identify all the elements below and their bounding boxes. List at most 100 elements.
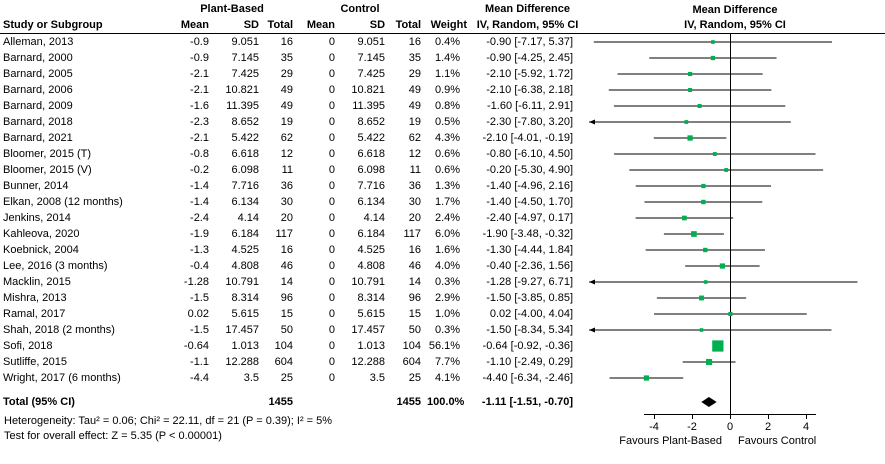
weight: 1.4% bbox=[424, 50, 470, 66]
control-total: 25 bbox=[388, 370, 424, 386]
total-row: Total (95% CI) 1455 1455 100.0% -1.11 [-… bbox=[0, 394, 585, 410]
plant-total: 12 bbox=[262, 146, 296, 162]
plant-mean: -1.4 bbox=[168, 178, 212, 194]
control-sd: 17.457 bbox=[338, 322, 388, 338]
weight: 1.0% bbox=[424, 306, 470, 322]
study-row: Jenkins, 2014-2.44.142004.14202.4%-2.40 … bbox=[0, 210, 585, 226]
plant-mean: -1.4 bbox=[168, 194, 212, 210]
study-row: Bloomer, 2015 (V)-0.26.0981106.098110.6%… bbox=[0, 162, 585, 178]
footnotes: Heterogeneity: Tau² = 0.06; Chi² = 22.11… bbox=[4, 414, 332, 444]
plant-total: 19 bbox=[262, 114, 296, 130]
control-total: 11 bbox=[388, 162, 424, 178]
study-name: Barnard, 2021 bbox=[0, 130, 168, 146]
study-rows: Alleman, 2013-0.99.0511609.051160.4%-0.9… bbox=[0, 34, 585, 387]
plant-total: 14 bbox=[262, 274, 296, 290]
plant-sd: 6.134 bbox=[212, 194, 262, 210]
plant-sd: 3.5 bbox=[212, 370, 262, 386]
effect-marker bbox=[698, 104, 702, 108]
plant-mean: -4.4 bbox=[168, 370, 212, 386]
control-mean: 0 bbox=[296, 178, 338, 194]
plant-mean: -1.9 bbox=[168, 226, 212, 242]
plant-total: 104 bbox=[262, 338, 296, 354]
effect-marker bbox=[724, 168, 728, 172]
effect-marker bbox=[701, 200, 705, 204]
study-row: Barnard, 2000-0.97.1453507.145351.4%-0.9… bbox=[0, 50, 585, 66]
weight: 2.4% bbox=[424, 210, 470, 226]
ci-text: -2.10 [-4.01, -0.19] bbox=[470, 130, 585, 146]
results-table: Plant-Based Control Mean Difference Stud… bbox=[0, 2, 585, 410]
weight: 4.0% bbox=[424, 258, 470, 274]
axis-tick-label: -2 bbox=[687, 421, 697, 433]
control-mean: 0 bbox=[296, 34, 338, 51]
plant-mean: -2.3 bbox=[168, 114, 212, 130]
study-row: Bunner, 2014-1.47.7163607.716361.3%-1.40… bbox=[0, 178, 585, 194]
study-row: Barnard, 2018-2.38.6521908.652190.5%-2.3… bbox=[0, 114, 585, 130]
control-sd: 5.615 bbox=[338, 306, 388, 322]
group-header-row: Plant-Based Control Mean Difference bbox=[0, 2, 585, 17]
control-total-col-header: Total bbox=[388, 17, 424, 34]
plant-mean: -1.28 bbox=[168, 274, 212, 290]
study-name: Wright, 2017 (6 months) bbox=[0, 370, 168, 386]
ci-text: -1.50 [-3.85, 0.85] bbox=[470, 290, 585, 306]
plant-mean: -0.2 bbox=[168, 162, 212, 178]
control-mean: 0 bbox=[296, 306, 338, 322]
effect-marker bbox=[688, 72, 692, 76]
weight: 0.5% bbox=[424, 114, 470, 130]
control-total: 16 bbox=[388, 242, 424, 258]
ci-text: -1.10 [-2.49, 0.29] bbox=[470, 354, 585, 370]
ci-text: -2.30 [-7.80, 3.20] bbox=[470, 114, 585, 130]
ci-text: -1.50 [-8.34, 5.34] bbox=[470, 322, 585, 338]
control-mean: 0 bbox=[296, 338, 338, 354]
control-mean: 0 bbox=[296, 226, 338, 242]
control-sd: 4.808 bbox=[338, 258, 388, 274]
weight: 0.4% bbox=[424, 34, 470, 51]
effect-marker bbox=[704, 280, 708, 284]
plant-mean: -0.8 bbox=[168, 146, 212, 162]
control-group-header: Control bbox=[296, 2, 424, 17]
effect-marker bbox=[687, 135, 692, 140]
study-row: Alleman, 2013-0.99.0511609.051160.4%-0.9… bbox=[0, 34, 585, 51]
effect-marker bbox=[700, 328, 704, 332]
ci-text: -0.20 [-5.30, 4.90] bbox=[470, 162, 585, 178]
weight: 1.7% bbox=[424, 194, 470, 210]
plant-total: 62 bbox=[262, 130, 296, 146]
control-total: 36 bbox=[388, 178, 424, 194]
study-name: Sutliffe, 2015 bbox=[0, 354, 168, 370]
study-col-header: Study or Subgroup bbox=[0, 17, 168, 34]
study-row: Kahleova, 2020-1.96.18411706.1841176.0%-… bbox=[0, 226, 585, 242]
control-sd: 1.013 bbox=[338, 338, 388, 354]
column-header-row: Study or Subgroup Mean SD Total Mean SD … bbox=[0, 17, 585, 34]
ci-arrow-left bbox=[589, 120, 595, 125]
study-row: Barnard, 2005-2.17.4252907.425291.1%-2.1… bbox=[0, 66, 585, 82]
control-total: 104 bbox=[388, 338, 424, 354]
plant-total: 29 bbox=[262, 66, 296, 82]
favours-left-label: Favours Plant-Based bbox=[619, 435, 722, 447]
control-total: 49 bbox=[388, 82, 424, 98]
study-name: Bloomer, 2015 (V) bbox=[0, 162, 168, 178]
total-plant-n: 1455 bbox=[262, 394, 296, 410]
empty-cell bbox=[0, 2, 168, 17]
effect-marker bbox=[711, 56, 715, 60]
ci-text: -0.64 [-0.92, -0.36] bbox=[470, 338, 585, 354]
mean-difference-col-header: Mean Difference bbox=[470, 2, 585, 17]
control-sd: 6.098 bbox=[338, 162, 388, 178]
control-total: 14 bbox=[388, 274, 424, 290]
study-row: Shah, 2018 (2 months)-1.517.45750017.457… bbox=[0, 322, 585, 338]
control-mean: 0 bbox=[296, 258, 338, 274]
effect-marker bbox=[691, 231, 697, 237]
control-mean: 0 bbox=[296, 370, 338, 386]
weight: 7.7% bbox=[424, 354, 470, 370]
control-sd: 10.821 bbox=[338, 82, 388, 98]
spacer-row bbox=[0, 386, 585, 394]
total-label: Total (95% CI) bbox=[0, 394, 168, 410]
plant-sd: 11.395 bbox=[212, 98, 262, 114]
table-header: Plant-Based Control Mean Difference Stud… bbox=[0, 2, 585, 34]
plant-total: 30 bbox=[262, 194, 296, 210]
study-name: Alleman, 2013 bbox=[0, 34, 168, 51]
study-name: Lee, 2016 (3 months) bbox=[0, 258, 168, 274]
summary-diamond bbox=[701, 397, 716, 407]
effect-marker bbox=[703, 248, 707, 252]
study-row: Wright, 2017 (6 months)-4.43.52503.5254.… bbox=[0, 370, 585, 386]
overall-effect-note: Test for overall effect: Z = 5.35 (P < 0… bbox=[4, 429, 332, 444]
ci-arrow-left bbox=[589, 328, 595, 333]
